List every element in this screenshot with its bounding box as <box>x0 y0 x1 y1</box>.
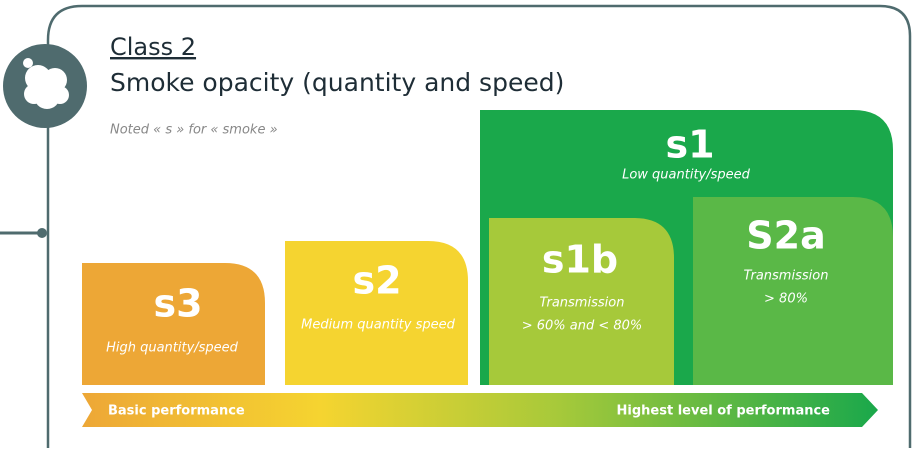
scale-high: Highest level of performance <box>617 404 831 419</box>
box-label: s1 <box>665 123 714 167</box>
note: Noted « s » for « smoke » <box>110 123 278 138</box>
box-label: s1b <box>542 238 618 282</box>
panel-border <box>46 4 912 448</box>
box-desc: > 60% and < 80% <box>522 319 643 334</box>
box-label: s3 <box>153 282 202 326</box>
smoke-icon <box>23 58 69 109</box>
performance-arrow <box>82 393 878 427</box>
box-label: S2a <box>746 214 825 258</box>
box-desc: > 80% <box>764 292 808 307</box>
scale-low: Basic performance <box>108 404 245 419</box>
box-s1b <box>489 218 674 385</box>
class-label: Class 2 <box>110 33 196 61</box>
box-label: s2 <box>352 259 401 303</box>
box-desc: High quantity/speed <box>106 341 239 356</box>
connector-dot <box>37 228 47 238</box>
title: Smoke opacity (quantity and speed) <box>110 68 564 97</box>
box-desc: Medium quantity speed <box>301 318 455 333</box>
box-desc: Transmission <box>540 296 625 311</box>
box-s2 <box>285 241 468 385</box>
box-desc: Low quantity/speed <box>622 168 751 183</box>
box-desc: Transmission <box>744 269 829 284</box>
box-s2a <box>693 197 893 385</box>
box-s3 <box>82 263 265 385</box>
